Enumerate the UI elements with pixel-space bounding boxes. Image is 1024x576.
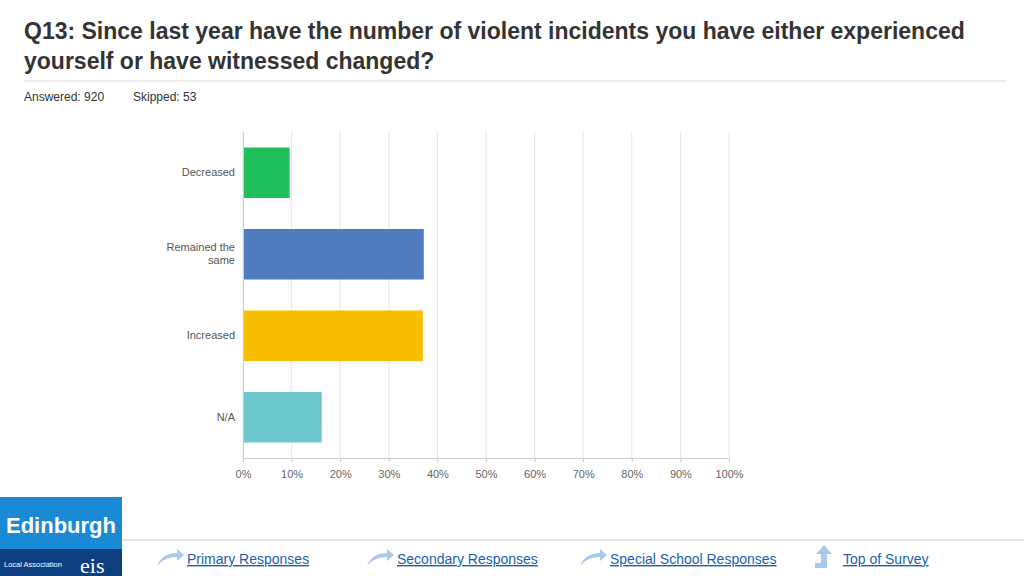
y-axis-line <box>243 133 244 459</box>
x-tick: 60% <box>524 458 546 480</box>
link-text[interactable]: Special School Responses <box>610 551 777 567</box>
bar <box>243 392 322 443</box>
y-tick: Decreased <box>182 166 243 178</box>
chart: Q13: Since last year have the number of … <box>0 0 1024 576</box>
grid-line <box>534 132 535 458</box>
x-tick: 50% <box>475 458 497 480</box>
grid-line <box>437 132 438 458</box>
footer-link[interactable]: Top of Survey <box>815 545 929 568</box>
x-tick-label: 80% <box>621 468 643 480</box>
x-tick-mark <box>243 458 244 462</box>
y-tick-label: N/A <box>217 411 236 423</box>
x-tick-mark <box>389 458 390 462</box>
x-tick: 100% <box>715 458 743 480</box>
x-tick-mark <box>583 458 584 462</box>
x-tick-label: 30% <box>378 468 400 480</box>
logo: Edinburgh Local Association eis <box>0 497 122 576</box>
bar <box>243 229 424 280</box>
logo-title: Edinburgh <box>6 513 116 538</box>
y-tick: Remained thesame <box>167 241 244 266</box>
x-tick-mark <box>292 458 293 462</box>
element: Increased <box>187 329 235 341</box>
element: Decreased <box>182 166 235 178</box>
title: Q13: Since last year have the number of … <box>24 18 965 74</box>
logo-brand: eis <box>80 553 104 576</box>
grid-line <box>486 132 487 458</box>
title-rule <box>24 81 1006 82</box>
x-tick-mark <box>729 458 730 462</box>
link-icon[interactable] <box>815 545 832 568</box>
logo-subtitle: Local Association <box>4 560 62 569</box>
x-tick: 30% <box>378 458 400 480</box>
element: Remained the <box>167 241 236 253</box>
x-tick: 0% <box>236 458 252 480</box>
bar <box>243 310 423 361</box>
x-tick: 80% <box>621 458 643 480</box>
grid-line <box>729 132 730 458</box>
x-tick-mark <box>437 458 438 462</box>
x-tick: 70% <box>573 458 595 480</box>
grid-line <box>583 132 584 458</box>
x-tick-mark <box>340 458 341 462</box>
x-tick-label: 20% <box>330 468 352 480</box>
y-tick-label: Decreased <box>182 166 235 178</box>
y-tick: Increased <box>187 329 243 341</box>
link-icon[interactable] <box>580 549 607 566</box>
link-text[interactable]: Secondary Responses <box>397 551 538 567</box>
footer-link[interactable]: Primary Responses <box>157 549 309 567</box>
grid-line <box>631 132 632 458</box>
x-tick: 90% <box>670 458 692 480</box>
x-tick-label: 100% <box>715 468 743 480</box>
y-axis: Decreased Remained thesame Increased N/A <box>167 133 244 459</box>
element: N/A <box>217 411 236 423</box>
link-icon[interactable] <box>157 549 184 566</box>
y-tick: N/A <box>217 411 243 423</box>
x-tick-label: 90% <box>670 468 692 480</box>
link-text[interactable]: Primary Responses <box>187 551 309 567</box>
x-tick-mark <box>632 458 633 462</box>
bars <box>243 147 424 442</box>
x-axis: 0% 10% 20% 30% 40% 50% 60% 70% 80% 90% 100% <box>236 458 744 480</box>
y-tick-label: Increased <box>187 329 235 341</box>
y-tick-label: Remained thesame <box>167 241 236 266</box>
element: same <box>208 254 235 266</box>
x-tick-label: 70% <box>573 468 595 480</box>
bar <box>243 147 290 198</box>
x-tick-label: 60% <box>524 468 546 480</box>
x-tick-mark <box>535 458 536 462</box>
footer-rule <box>122 540 1024 541</box>
x-tick-mark <box>680 458 681 462</box>
x-tick-label: 50% <box>475 468 497 480</box>
link-icon[interactable] <box>367 549 394 566</box>
footer-link[interactable]: Special School Responses <box>580 549 777 567</box>
x-tick: 40% <box>427 458 449 480</box>
x-tick-mark <box>486 458 487 462</box>
grid-line <box>680 132 681 458</box>
grid-line <box>340 132 341 458</box>
grid-line <box>243 132 244 458</box>
x-tick: 10% <box>281 458 303 480</box>
x-tick: 20% <box>330 458 352 480</box>
grid-line <box>388 132 389 458</box>
x-tick-label: 0% <box>236 468 252 480</box>
annotation: Answered: 920 <box>24 90 104 104</box>
element: Q13: Since last year have the number of … <box>24 18 965 44</box>
footer-link[interactable]: Secondary Responses <box>367 549 538 567</box>
x-axis-line <box>244 459 730 463</box>
element: yourself or have witnessed changed? <box>24 48 434 74</box>
annotation: Skipped: 53 <box>133 90 197 104</box>
x-tick-label: 10% <box>281 468 303 480</box>
x-tick-label: 40% <box>427 468 449 480</box>
link-text[interactable]: Top of Survey <box>843 551 929 567</box>
grid <box>243 132 729 458</box>
